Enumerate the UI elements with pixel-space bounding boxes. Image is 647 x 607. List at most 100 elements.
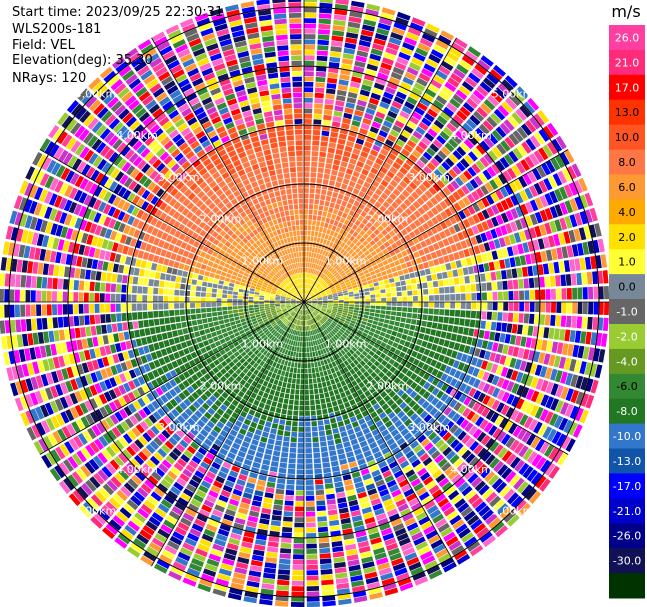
range-gate xyxy=(240,318,246,323)
range-gate xyxy=(486,373,495,384)
range-gate xyxy=(535,378,544,391)
range-gate xyxy=(501,322,508,332)
range-gate xyxy=(148,319,155,327)
range-gate xyxy=(571,244,579,257)
range-gate xyxy=(211,331,217,338)
range-gate xyxy=(224,322,231,328)
range-gate xyxy=(308,284,312,290)
range-gate xyxy=(409,181,418,190)
range-gate xyxy=(553,234,561,246)
range-gate xyxy=(485,321,492,330)
range-gate xyxy=(324,375,330,382)
range-gate xyxy=(404,71,417,81)
range-gate xyxy=(396,206,404,214)
range-gate xyxy=(358,289,364,293)
range-gate xyxy=(334,377,340,384)
range-gate xyxy=(435,330,442,338)
range-gate xyxy=(501,101,514,114)
range-gate xyxy=(398,86,410,95)
range-gate xyxy=(306,302,312,305)
range-gate xyxy=(185,315,191,321)
range-gate xyxy=(356,341,362,347)
range-gate xyxy=(460,240,468,249)
range-gate xyxy=(385,157,394,166)
range-gate xyxy=(549,190,559,204)
range-gate xyxy=(482,120,494,132)
range-gate xyxy=(227,310,233,314)
range-gate xyxy=(340,431,348,438)
range-gate xyxy=(324,424,331,431)
range-gate xyxy=(430,172,439,182)
range-gate xyxy=(366,263,373,269)
range-gate xyxy=(422,222,430,231)
range-gate xyxy=(445,262,452,271)
range-gate xyxy=(330,175,337,181)
range-gate xyxy=(304,368,308,374)
range-gate xyxy=(533,150,544,163)
range-gate xyxy=(459,106,471,117)
range-gate xyxy=(495,226,503,237)
range-gate xyxy=(426,321,433,328)
range-gate xyxy=(338,305,344,308)
range-gate xyxy=(382,143,392,152)
range-gate xyxy=(326,240,331,246)
range-gate xyxy=(464,422,474,433)
range-gate xyxy=(544,444,555,458)
range-gate xyxy=(354,299,360,302)
range-gate xyxy=(324,98,334,105)
range-gate xyxy=(304,336,307,342)
range-gate xyxy=(344,173,352,180)
range-gate xyxy=(496,430,507,442)
range-gate xyxy=(565,372,573,386)
range-gate xyxy=(327,439,335,446)
range-gate xyxy=(435,70,448,80)
range-gate xyxy=(487,95,500,107)
range-gate xyxy=(361,84,372,92)
range-gate xyxy=(357,133,367,140)
range-gate xyxy=(304,352,307,358)
range-gate xyxy=(315,309,320,313)
range-gate xyxy=(348,86,359,94)
range-gate xyxy=(299,395,304,400)
range-gate xyxy=(381,327,388,333)
range-gate xyxy=(354,109,364,117)
range-gate xyxy=(423,289,429,295)
range-gate xyxy=(425,253,433,261)
range-gate xyxy=(412,177,421,187)
range-gate xyxy=(357,347,364,353)
range-gate xyxy=(418,121,429,131)
range-gate xyxy=(370,250,377,257)
range-gate xyxy=(416,352,423,360)
range-gate xyxy=(375,349,382,356)
range-gate xyxy=(341,224,347,231)
range-gate xyxy=(231,324,237,330)
range-gate xyxy=(315,367,319,373)
range-gate xyxy=(548,327,555,340)
range-gate xyxy=(475,187,485,198)
range-gate xyxy=(503,119,515,132)
range-gate xyxy=(313,236,318,242)
range-gate xyxy=(348,248,354,255)
range-gate xyxy=(380,62,393,71)
range-gate xyxy=(333,433,341,440)
range-gate xyxy=(411,191,420,200)
range-gate xyxy=(483,77,496,89)
range-gate xyxy=(304,0,317,2)
range-gate xyxy=(333,303,339,306)
range-gate xyxy=(512,147,523,160)
range-gate xyxy=(463,385,472,395)
range-gate xyxy=(310,268,313,274)
range-gate xyxy=(401,375,410,383)
range-gate xyxy=(144,328,151,336)
range-gate xyxy=(481,292,487,301)
range-gate xyxy=(440,60,454,71)
range-gate xyxy=(317,516,327,522)
range-gate xyxy=(348,325,354,330)
range-gate xyxy=(348,309,354,312)
range-gate xyxy=(421,117,432,127)
range-gate xyxy=(499,259,506,269)
range-gate xyxy=(332,291,337,295)
range-gate xyxy=(556,342,564,355)
range-gate xyxy=(475,160,486,171)
range-gate xyxy=(438,316,444,323)
